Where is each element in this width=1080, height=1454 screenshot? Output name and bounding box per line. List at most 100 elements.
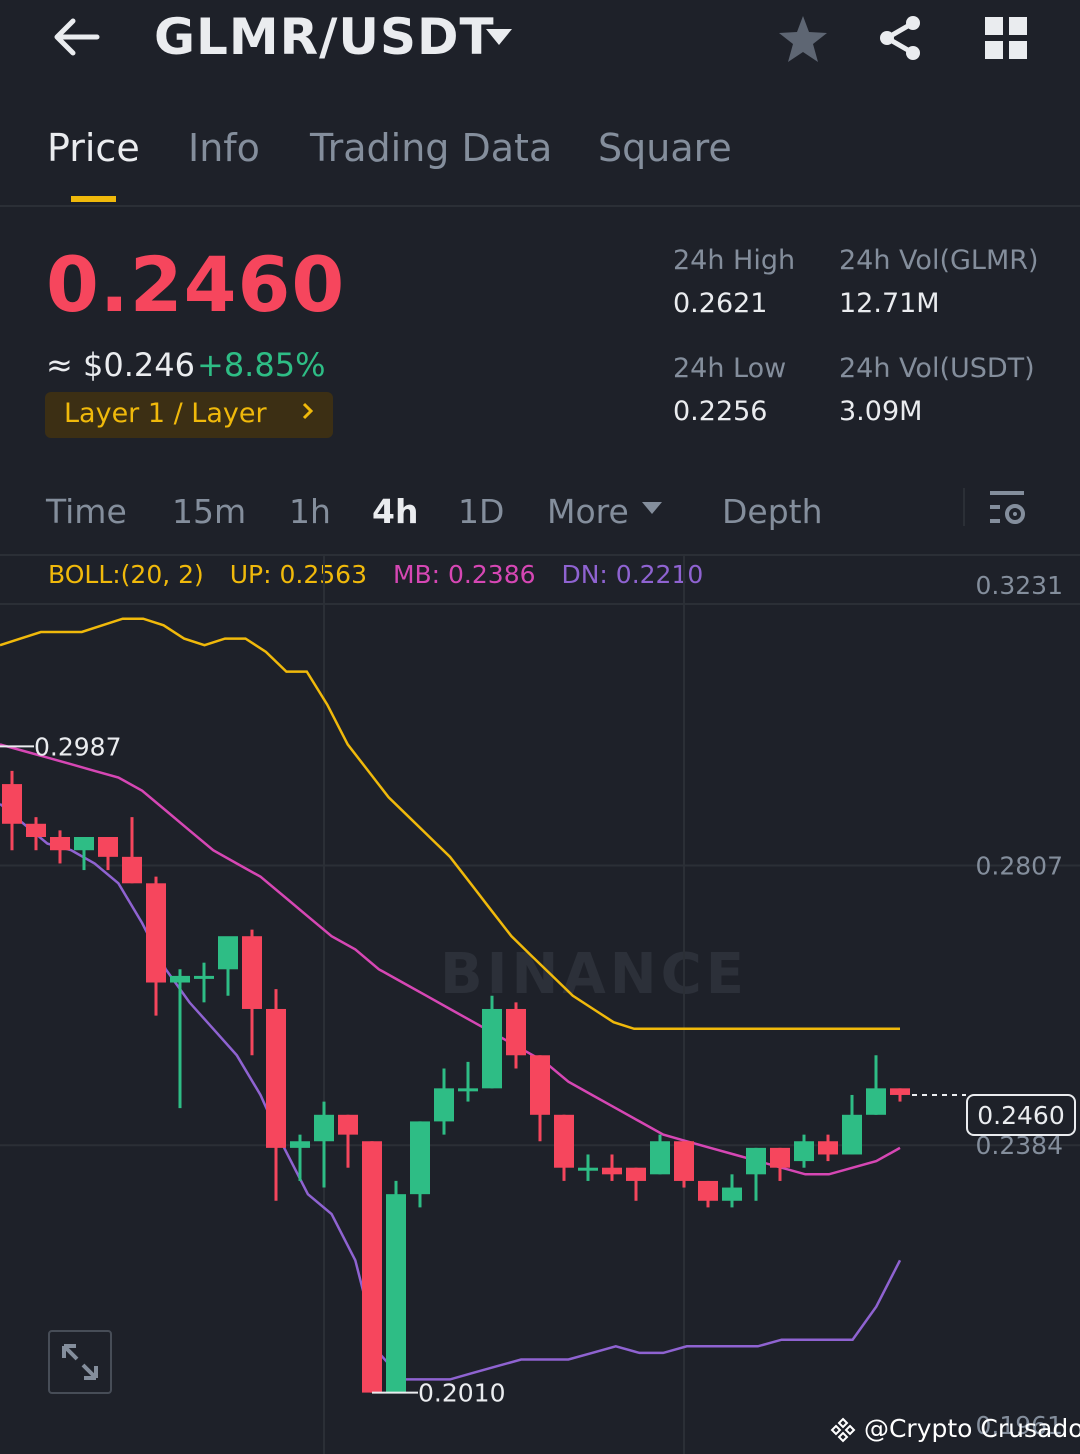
usd-price: ≈ $0.246: [46, 346, 195, 384]
vol-base-label: 24h Vol(GLMR): [839, 245, 1039, 276]
credit-text: @Crypto Crusador: [830, 1414, 1080, 1443]
y-axis-labels: 0.3231 0.2807 0.2384 0.1961: [976, 571, 1063, 1440]
bollinger-bands: [0, 617, 902, 1381]
interval-depth[interactable]: Depth: [722, 492, 823, 531]
tab-trading-data[interactable]: Trading Data: [310, 126, 553, 170]
pair-title[interactable]: GLMR/USDT: [154, 8, 495, 66]
tab-active-indicator: [71, 196, 116, 202]
y-tick-label: 0.3231: [976, 571, 1063, 600]
tab-square[interactable]: Square: [598, 126, 732, 170]
candle: [458, 1061, 478, 1102]
indicator-legend: BOLL:(20, 2) UP: 0.2563 MB: 0.2386 DN: 0…: [48, 560, 721, 589]
divider: [963, 488, 965, 526]
category-tag[interactable]: Layer 1 / Layer: [45, 392, 333, 438]
candle: [122, 817, 142, 884]
candle: [338, 1114, 358, 1168]
candle: [506, 1002, 526, 1069]
candle: [314, 1101, 334, 1188]
interval-bar: Time 15m 1h 4h 1D More Depth: [0, 470, 1080, 556]
current-price-tag: 0.2460: [966, 1094, 1076, 1136]
candle: [866, 1055, 886, 1115]
caret-down-icon[interactable]: [641, 500, 663, 519]
boll-dn-value: DN: 0.2210: [561, 560, 704, 589]
candle: [362, 1141, 382, 1393]
candle: [434, 1068, 454, 1135]
candle: [170, 969, 190, 1109]
candle: [890, 1088, 910, 1102]
low-value: 0.2256: [673, 396, 768, 427]
last-price: 0.2460: [46, 240, 346, 329]
interval-more[interactable]: More: [547, 492, 629, 531]
candle: [626, 1167, 646, 1201]
candle: [242, 929, 262, 1056]
boll-up-value: UP: 0.2563: [229, 560, 367, 589]
category-label: Layer 1 / Layer: [64, 398, 267, 429]
candle: [842, 1094, 862, 1155]
candle: [194, 962, 214, 1003]
binance-logo-icon: [830, 1417, 856, 1443]
low-marker-label: 0.2010: [418, 1379, 505, 1408]
candle: [146, 876, 166, 1016]
candle: [218, 936, 238, 996]
candles: [2, 770, 910, 1393]
low-label: 24h Low: [673, 353, 787, 384]
boll-up-line: [0, 617, 900, 1031]
candle: [794, 1134, 814, 1168]
candle: [2, 770, 22, 851]
expand-icon: [62, 1344, 98, 1380]
star-icon[interactable]: [776, 12, 830, 66]
boll-name: BOLL:(20, 2): [48, 560, 204, 589]
header: GLMR/USDT: [0, 0, 1080, 80]
price-markers: 0.2987 0.2010: [0, 732, 966, 1408]
vol-quote-label: 24h Vol(USDT): [839, 353, 1035, 384]
candle: [74, 837, 94, 871]
candlestick-chart[interactable]: 0.2987 0.2010 0.3231 0.2807 0.2384 0.1961: [0, 555, 1080, 1454]
candle: [50, 830, 70, 864]
price-change-percent: +8.85%: [197, 346, 326, 384]
candle: [386, 1180, 406, 1393]
candle: [410, 1121, 430, 1208]
candle: [482, 995, 502, 1089]
candle: [698, 1180, 718, 1208]
candle: [770, 1147, 790, 1181]
grid-icon[interactable]: [980, 12, 1032, 64]
y-tick-label: 0.2384: [976, 1131, 1063, 1160]
share-icon[interactable]: [874, 12, 926, 64]
candle: [530, 1055, 550, 1142]
candle: [746, 1147, 766, 1201]
interval-1d[interactable]: 1D: [458, 492, 505, 531]
candle: [650, 1134, 670, 1175]
candle: [266, 989, 286, 1201]
high-label: 24h High: [673, 245, 796, 276]
interval-15m[interactable]: 15m: [172, 492, 247, 531]
candle: [674, 1141, 694, 1188]
candle: [722, 1174, 742, 1208]
candle: [554, 1114, 574, 1181]
back-arrow-icon[interactable]: [48, 12, 104, 62]
candle: [602, 1154, 622, 1181]
tab-info[interactable]: Info: [188, 126, 260, 170]
interval-4h[interactable]: 4h: [372, 492, 419, 531]
chevron-right-icon: [301, 398, 315, 431]
candle: [26, 817, 46, 851]
caret-down-icon[interactable]: [482, 20, 516, 54]
tab-price[interactable]: Price: [47, 126, 140, 170]
y-tick-label: 0.1961: [976, 1411, 1063, 1440]
vol-base-value: 12.71M: [839, 288, 940, 319]
candle: [290, 1134, 310, 1181]
candle: [578, 1154, 598, 1181]
tab-bar: Price Info Trading Data Square: [0, 110, 1080, 207]
boll-mb-value: MB: 0.2386: [392, 560, 536, 589]
candle: [98, 837, 118, 871]
credit-label: @Crypto Crusador: [863, 1414, 1080, 1443]
high-marker-label: 0.2987: [34, 732, 121, 761]
interval-1h[interactable]: 1h: [289, 492, 331, 531]
interval-time[interactable]: Time: [46, 492, 127, 531]
chart-grid: [0, 555, 1080, 1454]
high-value: 0.2621: [673, 288, 768, 319]
chart-settings-icon[interactable]: [988, 488, 1028, 532]
candle: [818, 1134, 838, 1162]
y-tick-label: 0.2807: [976, 851, 1063, 880]
fullscreen-button[interactable]: [48, 1330, 112, 1394]
vol-quote-value: 3.09M: [839, 396, 923, 427]
